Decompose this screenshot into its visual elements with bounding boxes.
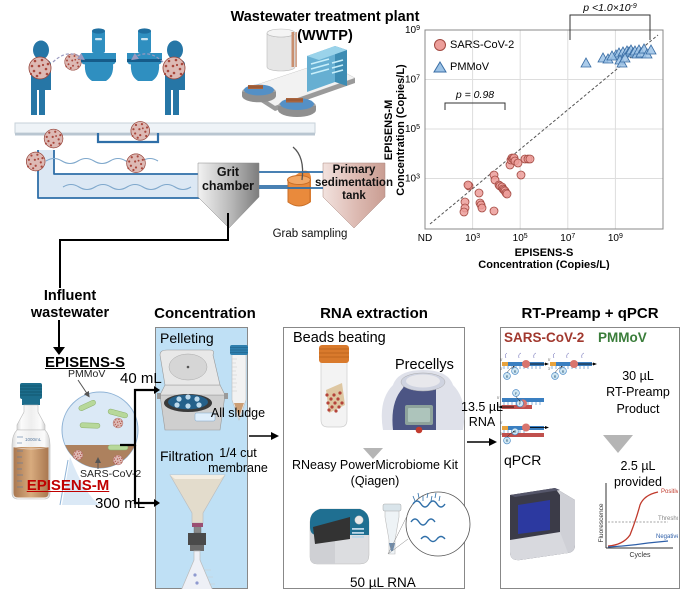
svg-text:PMMoV: PMMoV: [450, 61, 490, 73]
svg-text:Negative: Negative: [656, 534, 678, 540]
svg-text:Concentration (Copies/L): Concentration (Copies/L): [395, 64, 407, 196]
svg-text:R: R: [562, 370, 565, 374]
svg-text:ND: ND: [418, 233, 432, 244]
svg-text:p = 0.98: p = 0.98: [455, 89, 494, 101]
svg-text:Cycles: Cycles: [629, 552, 651, 559]
svg-text:1000mL: 1000mL: [25, 437, 42, 442]
svg-text:Fluorescence: Fluorescence: [598, 503, 605, 542]
svg-text:103: 103: [405, 173, 420, 185]
svg-text:R: R: [514, 370, 517, 374]
svg-text:109: 109: [405, 25, 420, 37]
svg-text:3': 3': [500, 367, 503, 371]
svg-text:Positive: Positive: [661, 489, 678, 495]
svg-text:5': 5': [548, 358, 551, 362]
svg-text:5': 5': [500, 358, 503, 362]
svg-text:p <1.0×10-9: p <1.0×10-9: [582, 2, 637, 14]
svg-text:R: R: [514, 430, 517, 434]
svg-text:107: 107: [405, 74, 420, 86]
svg-text:EPISENS-S: EPISENS-S: [515, 247, 574, 259]
svg-text:R: R: [554, 375, 557, 379]
svg-text:tank: tank: [342, 190, 366, 202]
svg-text:105: 105: [405, 124, 420, 136]
svg-text:Primary: Primary: [333, 164, 376, 176]
svg-text:chamber: chamber: [202, 179, 254, 193]
svg-text:R: R: [506, 375, 509, 379]
svg-text:Concentration (Copies/L): Concentration (Copies/L): [478, 259, 610, 270]
svg-text:Grit: Grit: [217, 165, 240, 179]
svg-text:Threshold: Threshold: [658, 516, 678, 522]
svg-text:EPISENS-M: EPISENS-M: [383, 100, 395, 161]
svg-text:SARS-CoV-2: SARS-CoV-2: [450, 39, 514, 51]
svg-text:3': 3': [548, 367, 551, 371]
svg-text:107: 107: [560, 233, 575, 245]
svg-text:109: 109: [608, 233, 623, 245]
svg-text:Grab sampling: Grab sampling: [273, 228, 348, 240]
svg-text:103: 103: [465, 233, 480, 245]
svg-text:105: 105: [513, 233, 528, 245]
svg-text:3': 3': [500, 432, 503, 436]
svg-text:R: R: [506, 439, 509, 443]
